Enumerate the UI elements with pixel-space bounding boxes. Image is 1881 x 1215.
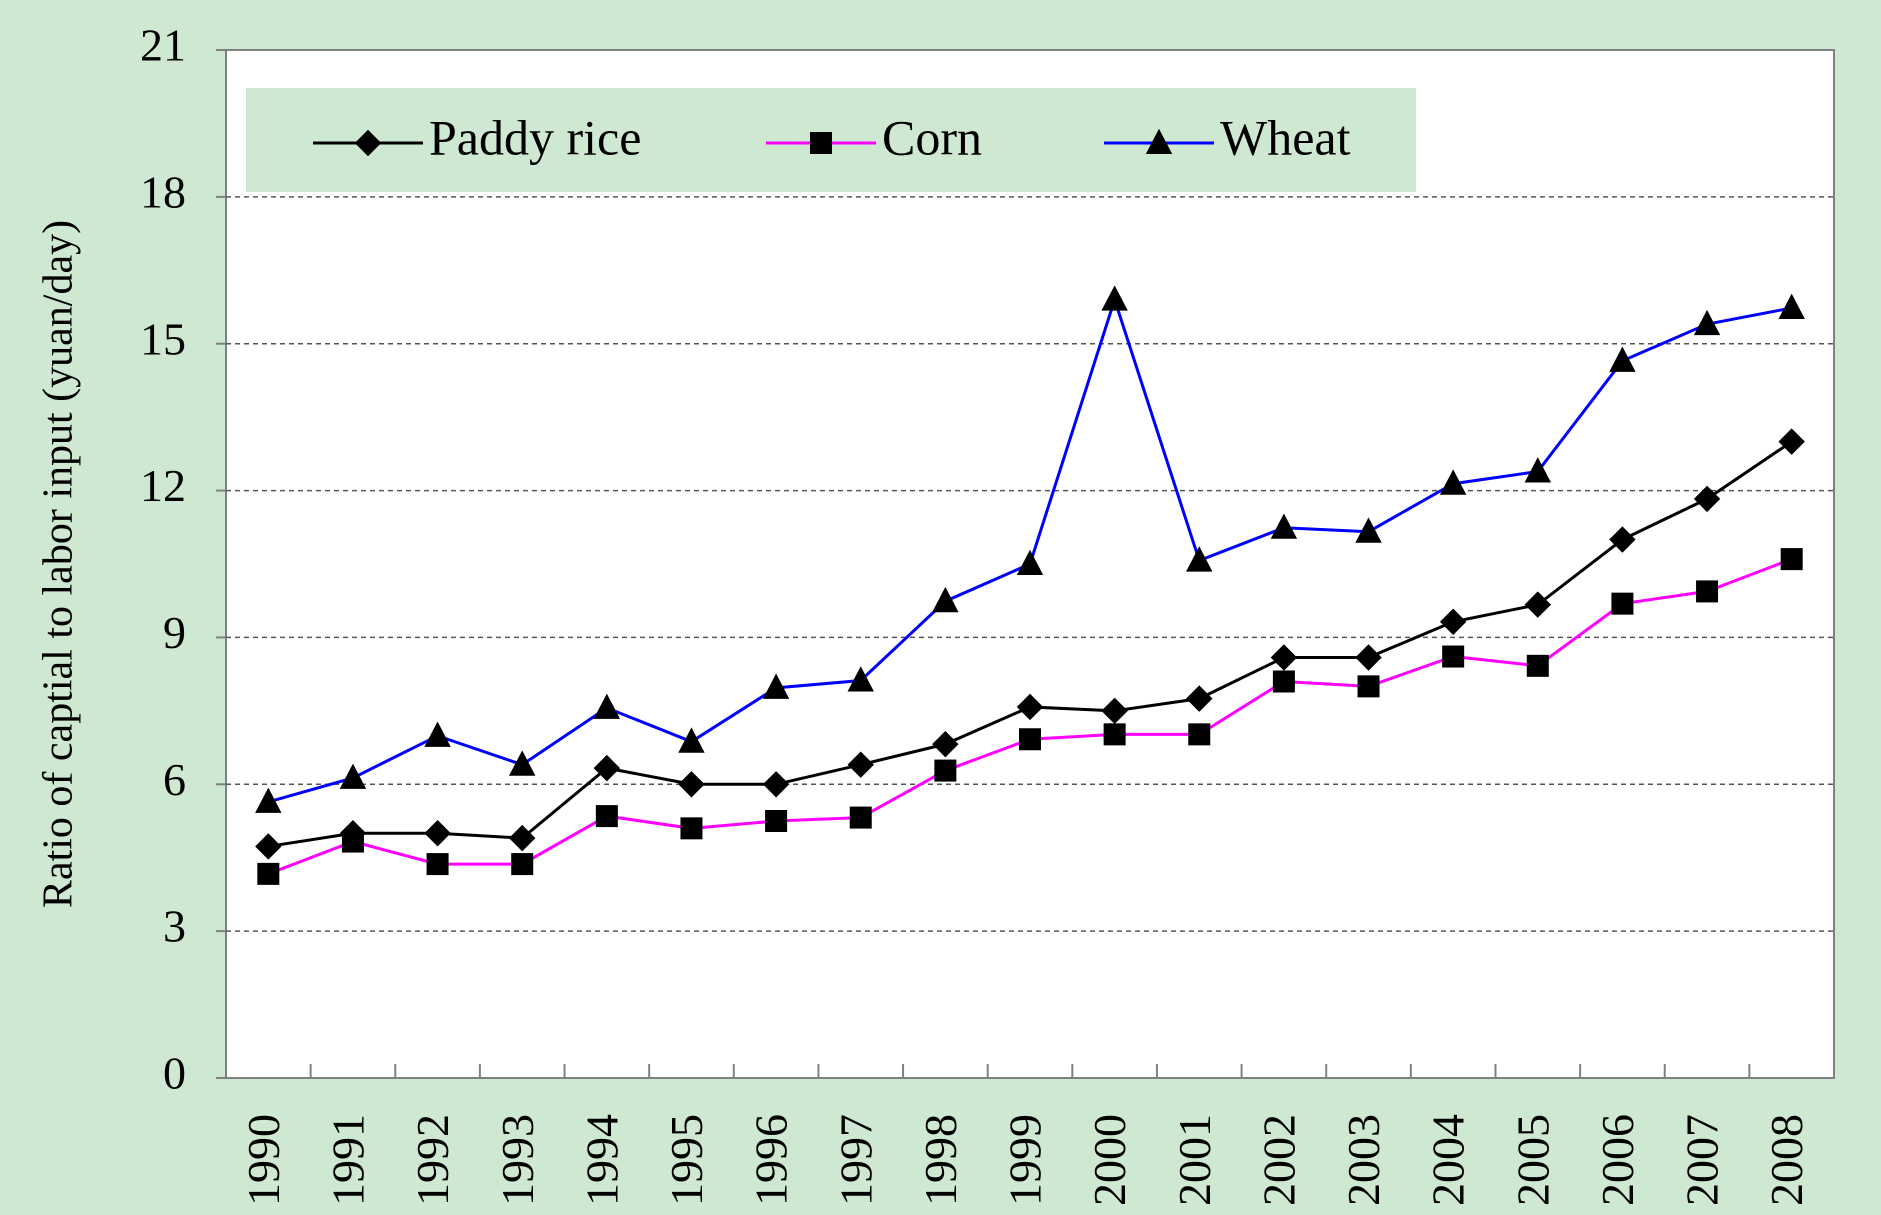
legend-label: Corn (882, 109, 982, 165)
data-point (1609, 526, 1636, 553)
data-point (1693, 309, 1721, 336)
x-tick-label: 2003 (1338, 1114, 1389, 1206)
data-point (1101, 697, 1128, 725)
data-point (424, 820, 451, 847)
data-point (1693, 485, 1721, 513)
data-point (1270, 513, 1298, 539)
y-tick-label: 3 (163, 901, 186, 952)
x-tick-label: 2008 (1761, 1114, 1812, 1206)
x-tick-label: 2006 (1592, 1114, 1643, 1206)
data-point (847, 666, 874, 692)
data-point (255, 787, 282, 813)
y-tick-label: 12 (140, 460, 186, 511)
data-point (1355, 517, 1382, 543)
data-point (849, 806, 872, 829)
legend-marker (354, 129, 382, 157)
data-point (762, 673, 790, 699)
data-point (678, 727, 705, 753)
data-point (1101, 285, 1128, 311)
x-tick-label: 2001 (1169, 1114, 1220, 1206)
y-tick-label: 18 (140, 166, 186, 217)
data-point (509, 824, 536, 852)
data-point (1103, 723, 1126, 746)
x-tick-label: 2005 (1507, 1114, 1558, 1206)
x-tick-label: 1991 (323, 1114, 374, 1206)
legend-label: Paddy rice (429, 109, 641, 165)
x-tick-label: 1992 (407, 1114, 458, 1206)
data-point (932, 586, 959, 613)
y-tick-label: 9 (163, 607, 186, 658)
data-point (1442, 645, 1465, 668)
legend-marker (1145, 128, 1173, 154)
data-point (1439, 608, 1467, 635)
x-tick-label: 2007 (1677, 1114, 1728, 1206)
data-point (341, 830, 364, 853)
data-point (1609, 346, 1636, 372)
data-point (593, 754, 621, 782)
x-tick-label: 1994 (576, 1114, 627, 1206)
data-point (1778, 428, 1805, 455)
data-point (847, 751, 874, 778)
x-tick-label: 2004 (1423, 1114, 1474, 1206)
x-tick-label: 2002 (1253, 1114, 1304, 1206)
data-point (595, 805, 618, 828)
x-tick-label: 1996 (746, 1114, 797, 1206)
data-point (1439, 469, 1467, 495)
data-point (762, 771, 790, 798)
data-point (424, 721, 451, 747)
y-tick-label: 6 (163, 754, 186, 805)
data-point (765, 810, 788, 832)
data-point (1016, 549, 1044, 575)
data-point (1270, 644, 1298, 671)
data-point (932, 730, 959, 758)
legend-marker (810, 132, 832, 154)
data-point (680, 817, 703, 840)
data-point (593, 693, 621, 719)
data-point (426, 853, 449, 876)
data-point (511, 853, 534, 876)
data-point (1355, 644, 1382, 671)
data-point (934, 759, 957, 782)
data-point (1019, 728, 1041, 751)
data-point (257, 862, 280, 885)
x-tick-label: 1993 (492, 1114, 543, 1206)
data-point (1186, 546, 1213, 572)
y-tick-label: 0 (163, 1048, 186, 1099)
x-tick-label: 1999 (1000, 1114, 1051, 1206)
data-point (1272, 670, 1295, 693)
data-point (1696, 580, 1719, 603)
y-tick-label: 21 (140, 20, 186, 71)
y-axis-label: Ratio of captial to labor input (yuan/da… (36, 220, 82, 908)
legend-label: Wheat (1220, 109, 1351, 165)
data-point (1611, 592, 1634, 615)
data-point (1016, 693, 1044, 721)
data-point (1526, 654, 1549, 677)
data-point (1524, 591, 1551, 618)
data-point (1524, 457, 1551, 483)
data-point (1188, 723, 1211, 746)
y-tick-label: 15 (140, 313, 186, 364)
data-point (678, 771, 705, 798)
x-tick-label: 2000 (1084, 1114, 1135, 1206)
data-point (1186, 685, 1213, 712)
data-point (1778, 293, 1805, 319)
data-point (255, 833, 282, 860)
x-tick-label: 1997 (830, 1114, 881, 1206)
x-tick-label: 1998 (915, 1114, 966, 1206)
data-point (1357, 675, 1380, 698)
data-point (339, 763, 367, 789)
data-point (509, 750, 536, 776)
x-tick-label: 1995 (661, 1114, 712, 1206)
data-point (1780, 548, 1803, 571)
x-tick-label: 1990 (238, 1114, 289, 1206)
